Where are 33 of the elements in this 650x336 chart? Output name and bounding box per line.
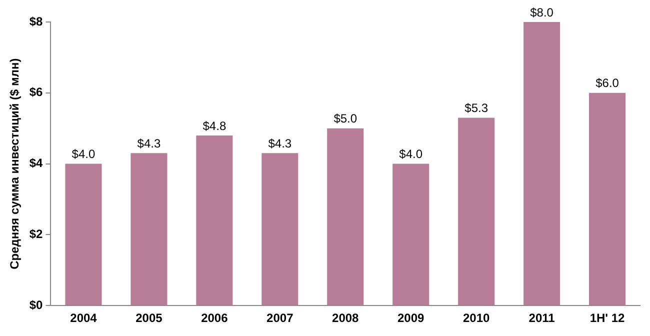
bar [327,128,364,306]
data-label: $4.0 [399,147,423,162]
data-label: $4.3 [137,136,161,150]
y-tick-label: $0 [29,298,44,312]
bar [458,118,495,306]
x-tick-label: 2005 [136,311,163,326]
y-tick-label: $4 [29,156,44,170]
bar [588,92,626,306]
y-axis-title: Средняя сумма инвестиций ($ млн) [8,58,22,270]
data-label: $5.0 [334,112,358,126]
x-tick-label: 2008 [332,311,360,326]
x-tick-label: 2004 [70,311,98,326]
y-tick-label: $2 [29,227,44,242]
x-tick-label: 2006 [201,311,228,326]
data-label: $5.3 [464,101,488,116]
data-label: $4.8 [202,118,226,133]
bar [65,164,102,306]
x-tick-label: 2010 [462,311,490,326]
x-tick-label: 2007 [266,311,294,326]
x-tick-label: 1H' 12 [590,311,626,326]
data-label: $8.0 [530,5,554,20]
y-tick-label: $8 [29,14,44,28]
data-label: $4.0 [72,147,96,162]
x-tick-label: 2011 [528,311,556,326]
data-label: $4.3 [268,136,292,150]
bar [262,153,298,306]
bar [524,22,560,306]
bar [130,153,168,306]
data-label: $6.0 [596,76,620,90]
bar [392,164,430,306]
bar [196,135,233,306]
y-tick-label: $6 [29,85,44,100]
x-tick-label: 2009 [397,311,425,326]
